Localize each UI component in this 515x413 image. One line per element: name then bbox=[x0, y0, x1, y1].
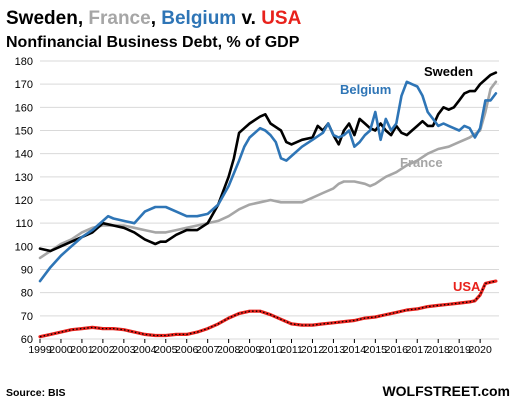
x-tick-label: 2018 bbox=[427, 344, 451, 356]
title-sep-2: , bbox=[151, 8, 162, 29]
x-tick-label: 2005 bbox=[154, 344, 178, 356]
y-tick-label: 80 bbox=[21, 288, 33, 300]
x-tick-label: 2008 bbox=[217, 344, 241, 356]
y-tick-label: 130 bbox=[15, 172, 33, 184]
series-label-france: France bbox=[400, 155, 443, 170]
y-tick-label: 160 bbox=[15, 102, 33, 114]
y-tick-label: 140 bbox=[15, 149, 33, 161]
series-line-belgium bbox=[38, 80, 498, 283]
series-label-usa: USA bbox=[453, 279, 481, 294]
x-tick-label: 2000 bbox=[49, 344, 73, 356]
x-tick-label: 2020 bbox=[468, 344, 492, 356]
x-tick-label: 2017 bbox=[406, 344, 430, 356]
chart-subtitle: Nonfinancial Business Debt, % of GDP bbox=[6, 34, 300, 51]
brand-watermark: WOLFSTREET.com bbox=[382, 383, 510, 399]
title-belgium: Belgium bbox=[161, 8, 236, 29]
source-note: Source: BIS bbox=[6, 387, 66, 399]
x-tick-label: 2013 bbox=[322, 344, 346, 356]
x-tick-label: 2004 bbox=[133, 344, 157, 356]
title-france: France bbox=[88, 8, 150, 29]
y-tick-label: 170 bbox=[15, 79, 33, 91]
x-tick-label: 2019 bbox=[447, 344, 471, 356]
title-sweden: Sweden bbox=[6, 8, 78, 29]
series-label-belgium: Belgium bbox=[340, 82, 391, 97]
x-tick-label: 2012 bbox=[301, 344, 325, 356]
y-tick-label: 60 bbox=[21, 334, 33, 346]
title-usa: USA bbox=[261, 8, 301, 29]
series-lines bbox=[38, 71, 498, 339]
x-tick-label: 2003 bbox=[112, 344, 136, 356]
series-line-usa-dots bbox=[39, 280, 497, 338]
y-tick-label: 90 bbox=[21, 265, 33, 277]
x-tick-label: 2009 bbox=[238, 344, 262, 356]
gridlines bbox=[40, 60, 499, 340]
series-label-sweden: Sweden bbox=[424, 64, 473, 79]
y-tick-label: 150 bbox=[15, 126, 33, 138]
x-tick-label: 2015 bbox=[364, 344, 388, 356]
series-line-usa bbox=[38, 279, 498, 339]
y-tick-label: 180 bbox=[15, 56, 33, 68]
x-axis-ticks: 1999200020012002200320042005200620072008… bbox=[28, 339, 492, 356]
series-line-sweden bbox=[38, 71, 498, 253]
x-tick-label: 2014 bbox=[343, 344, 367, 356]
y-axis-ticks: 60 70 80 90 100 110 120 130 140 150 160 170 180 bbox=[15, 56, 33, 346]
title-sep-3: v. bbox=[236, 8, 261, 29]
x-tick-label: 2016 bbox=[385, 344, 409, 356]
x-tick-label: 2007 bbox=[196, 344, 220, 356]
chart-title: Sweden, France, Belgium v. USA bbox=[6, 8, 302, 29]
x-tick-label: 1999 bbox=[28, 344, 52, 356]
x-tick-label: 2002 bbox=[91, 344, 115, 356]
y-tick-label: 70 bbox=[21, 311, 33, 323]
y-tick-label: 100 bbox=[15, 241, 33, 253]
x-tick-label: 2011 bbox=[280, 344, 303, 356]
y-tick-label: 120 bbox=[15, 195, 33, 207]
x-tick-label: 2001 bbox=[70, 344, 94, 356]
y-tick-label: 110 bbox=[15, 218, 33, 230]
series-line-france bbox=[38, 80, 498, 260]
x-tick-label: 2006 bbox=[175, 344, 199, 356]
title-sep-1: , bbox=[78, 8, 89, 29]
x-tick-label: 2010 bbox=[259, 344, 283, 356]
